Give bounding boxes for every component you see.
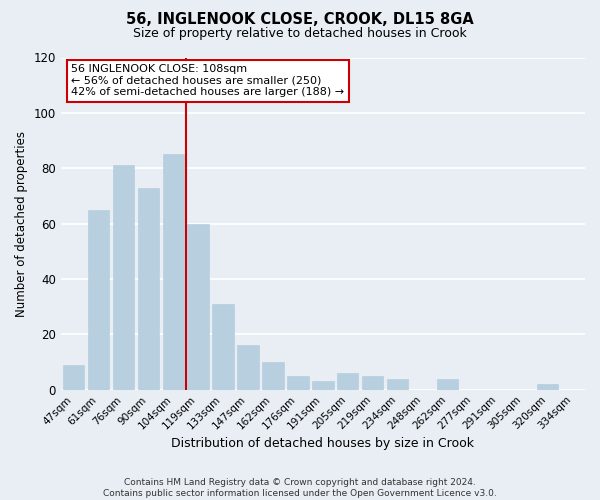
Bar [163,154,184,390]
Bar [137,188,159,390]
Text: 56 INGLENOOK CLOSE: 108sqm
← 56% of detached houses are smaller (250)
42% of sem: 56 INGLENOOK CLOSE: 108sqm ← 56% of deta… [71,64,344,98]
X-axis label: Distribution of detached houses by size in Crook: Distribution of detached houses by size … [172,437,475,450]
Bar [212,304,233,390]
Bar [537,384,558,390]
Bar [187,224,209,390]
Bar [312,382,334,390]
Bar [262,362,284,390]
Bar [88,210,109,390]
Bar [238,346,259,390]
Text: 56, INGLENOOK CLOSE, CROOK, DL15 8GA: 56, INGLENOOK CLOSE, CROOK, DL15 8GA [126,12,474,28]
Bar [113,166,134,390]
Bar [387,378,409,390]
Text: Contains HM Land Registry data © Crown copyright and database right 2024.
Contai: Contains HM Land Registry data © Crown c… [103,478,497,498]
Bar [287,376,308,390]
Text: Size of property relative to detached houses in Crook: Size of property relative to detached ho… [133,28,467,40]
Bar [62,365,84,390]
Bar [337,373,358,390]
Y-axis label: Number of detached properties: Number of detached properties [15,130,28,316]
Bar [437,378,458,390]
Bar [362,376,383,390]
